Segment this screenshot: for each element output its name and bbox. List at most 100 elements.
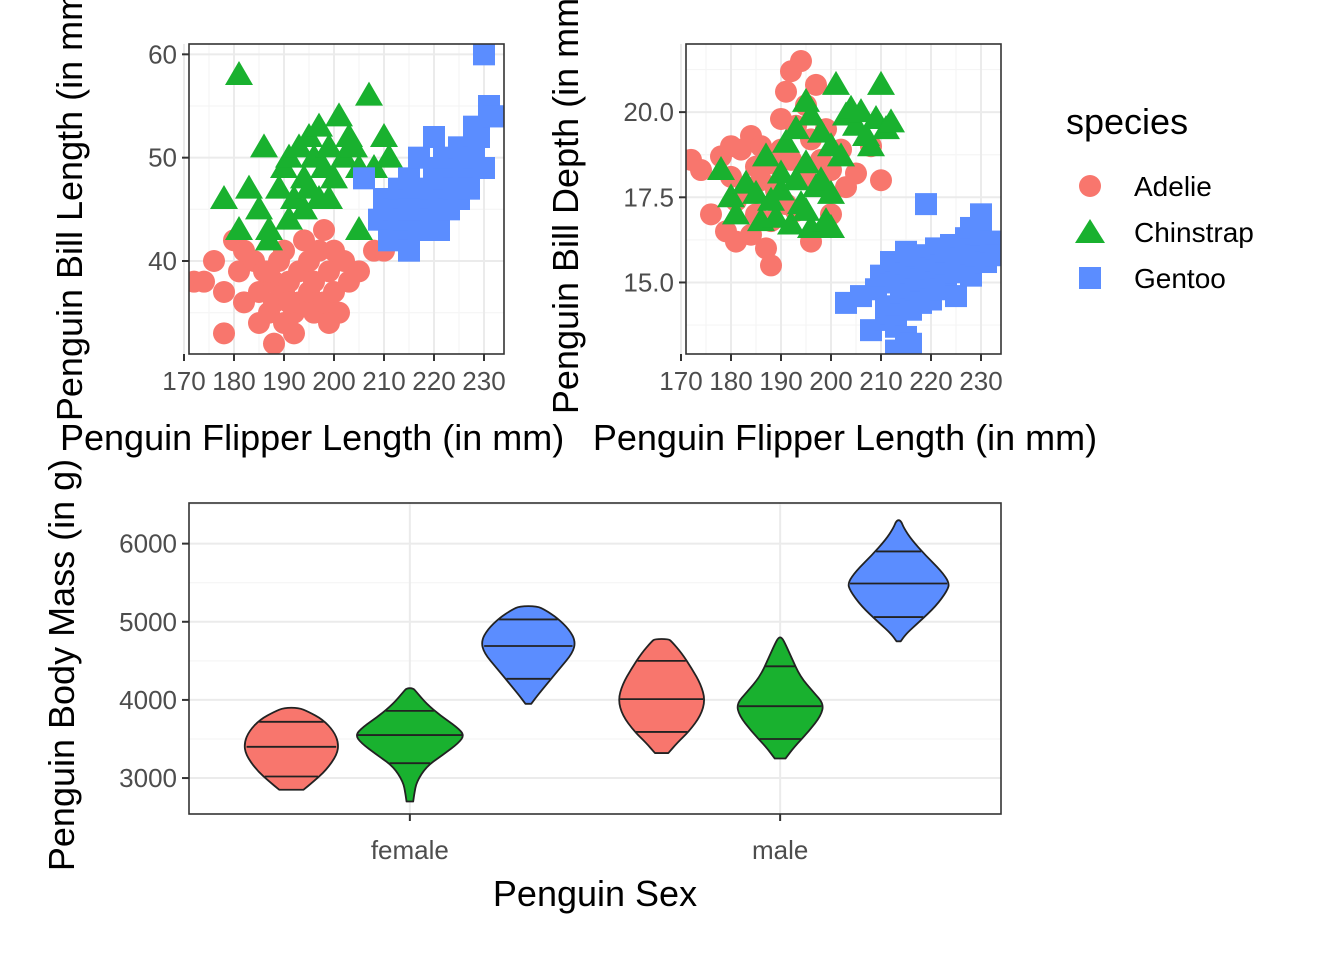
- point-adelie: [690, 159, 712, 182]
- x-tick-label: 230: [959, 366, 1002, 396]
- point-adelie: [213, 322, 235, 345]
- data-points: [686, 50, 1001, 354]
- violin-male-chinstrap: [736, 636, 824, 760]
- y-tick-label: 4000: [119, 685, 177, 715]
- point-chinstrap: [822, 70, 850, 95]
- point-gentoo: [423, 126, 445, 148]
- point-chinstrap: [315, 133, 343, 158]
- point-adelie: [193, 270, 215, 293]
- x-tick-label: 170: [659, 366, 702, 396]
- violin-male-adelie: [618, 638, 705, 754]
- y-tick-label: 15.0: [623, 267, 674, 297]
- y-tick-label: 40: [148, 246, 177, 276]
- panel-border: [188, 502, 1002, 815]
- point-chinstrap: [315, 185, 343, 209]
- point-gentoo: [458, 177, 480, 200]
- y-tick-label: 20.0: [623, 97, 674, 127]
- y-axis-title-panel-1: Penguin Bill Length (in mm): [49, 0, 90, 421]
- point-adelie: [870, 169, 892, 192]
- point-gentoo: [398, 167, 420, 190]
- legend-label-adelie: Adelie: [1134, 171, 1212, 202]
- legend-key-gentoo-square: [1079, 267, 1101, 289]
- point-chinstrap: [320, 164, 348, 189]
- point-chinstrap: [867, 70, 895, 95]
- point-chinstrap: [225, 61, 253, 85]
- point-chinstrap: [817, 213, 845, 238]
- legend-key-chinstrap-triangle: [1075, 219, 1105, 243]
- point-chinstrap: [827, 142, 855, 167]
- x-tick-label: 210: [859, 366, 902, 396]
- point-chinstrap: [767, 159, 795, 184]
- x-tick-label: 180: [709, 366, 752, 396]
- y-axis-title-panel-2: Penguin Bill Depth (in mm): [545, 0, 586, 414]
- point-chinstrap: [772, 128, 800, 153]
- y-tick-label: 50: [148, 143, 177, 173]
- legend-label-chinstrap: Chinstrap: [1134, 217, 1254, 248]
- legend-title: species: [1066, 101, 1188, 142]
- scatter-panel-bill-length: 170 180 190 200 210 220 230 40 50 60: [148, 39, 506, 396]
- point-chinstrap: [817, 179, 845, 204]
- x-tick-label: 230: [462, 366, 505, 396]
- point-adelie: [263, 332, 285, 354]
- point-chinstrap: [355, 81, 383, 106]
- point-adelie: [318, 312, 340, 334]
- legend-key-adelie-circle: [1079, 175, 1101, 197]
- point-adelie: [755, 237, 777, 260]
- point-chinstrap: [742, 179, 770, 204]
- point-adelie: [258, 260, 280, 283]
- point-chinstrap: [305, 112, 333, 137]
- point-gentoo: [468, 126, 490, 148]
- y-tick-label: 17.5: [623, 182, 674, 212]
- point-adelie: [845, 162, 867, 185]
- point-adelie: [203, 250, 225, 272]
- y-tick-label: 6000: [119, 529, 177, 559]
- violin-male-gentoo: [847, 519, 950, 643]
- y-tick-label: 3000: [119, 763, 177, 793]
- point-chinstrap: [857, 132, 885, 157]
- point-chinstrap: [792, 149, 820, 174]
- x-tick-label: 210: [362, 366, 405, 396]
- x-axis-title-panel-3: Penguin Sex: [493, 873, 697, 914]
- point-gentoo: [945, 285, 967, 308]
- point-gentoo: [900, 332, 922, 354]
- violin-panel-body-mass: 3000 4000 5000 6000 female male: [119, 502, 1002, 865]
- point-chinstrap: [767, 176, 795, 201]
- point-gentoo: [353, 167, 375, 190]
- point-chinstrap: [345, 216, 373, 240]
- point-gentoo: [488, 105, 504, 128]
- point-chinstrap: [797, 213, 825, 238]
- violin-female-adelie: [243, 706, 339, 791]
- data-points: [189, 44, 504, 354]
- point-chinstrap: [290, 195, 318, 220]
- point-chinstrap: [265, 174, 293, 199]
- point-gentoo: [915, 193, 937, 216]
- x-axis-title-panel-2: Penguin Flipper Length (in mm): [593, 417, 1097, 458]
- point-chinstrap: [752, 142, 780, 167]
- point-gentoo: [398, 198, 420, 221]
- panel-border: [685, 43, 1002, 355]
- point-chinstrap: [762, 203, 790, 228]
- point-gentoo: [398, 239, 420, 262]
- x-tick-label-male: male: [752, 835, 808, 865]
- violin-female-gentoo: [481, 605, 576, 705]
- point-chinstrap: [210, 185, 238, 209]
- scatter-panel-bill-depth: 170 180 190 200 210 220 230 15.0 17.5 20.0: [623, 43, 1003, 396]
- panel-border: [188, 43, 505, 355]
- y-axis-title-panel-3: Penguin Body Mass (in g): [41, 459, 82, 871]
- x-tick-label: 220: [909, 366, 952, 396]
- violin-female-chinstrap: [356, 687, 464, 803]
- point-adelie: [760, 254, 782, 277]
- x-tick-label: 200: [312, 366, 355, 396]
- point-gentoo: [473, 44, 495, 66]
- point-chinstrap: [717, 183, 745, 208]
- point-gentoo: [413, 219, 435, 241]
- point-adelie: [348, 260, 370, 283]
- point-chinstrap: [777, 210, 805, 235]
- x-tick-label: 190: [759, 366, 802, 396]
- point-gentoo: [473, 157, 495, 179]
- point-chinstrap: [797, 101, 825, 126]
- legend: species Adelie Chinstrap Gentoo: [1066, 101, 1254, 294]
- point-adelie: [780, 148, 802, 171]
- point-chinstrap: [235, 174, 263, 199]
- x-tick-label: 180: [212, 366, 255, 396]
